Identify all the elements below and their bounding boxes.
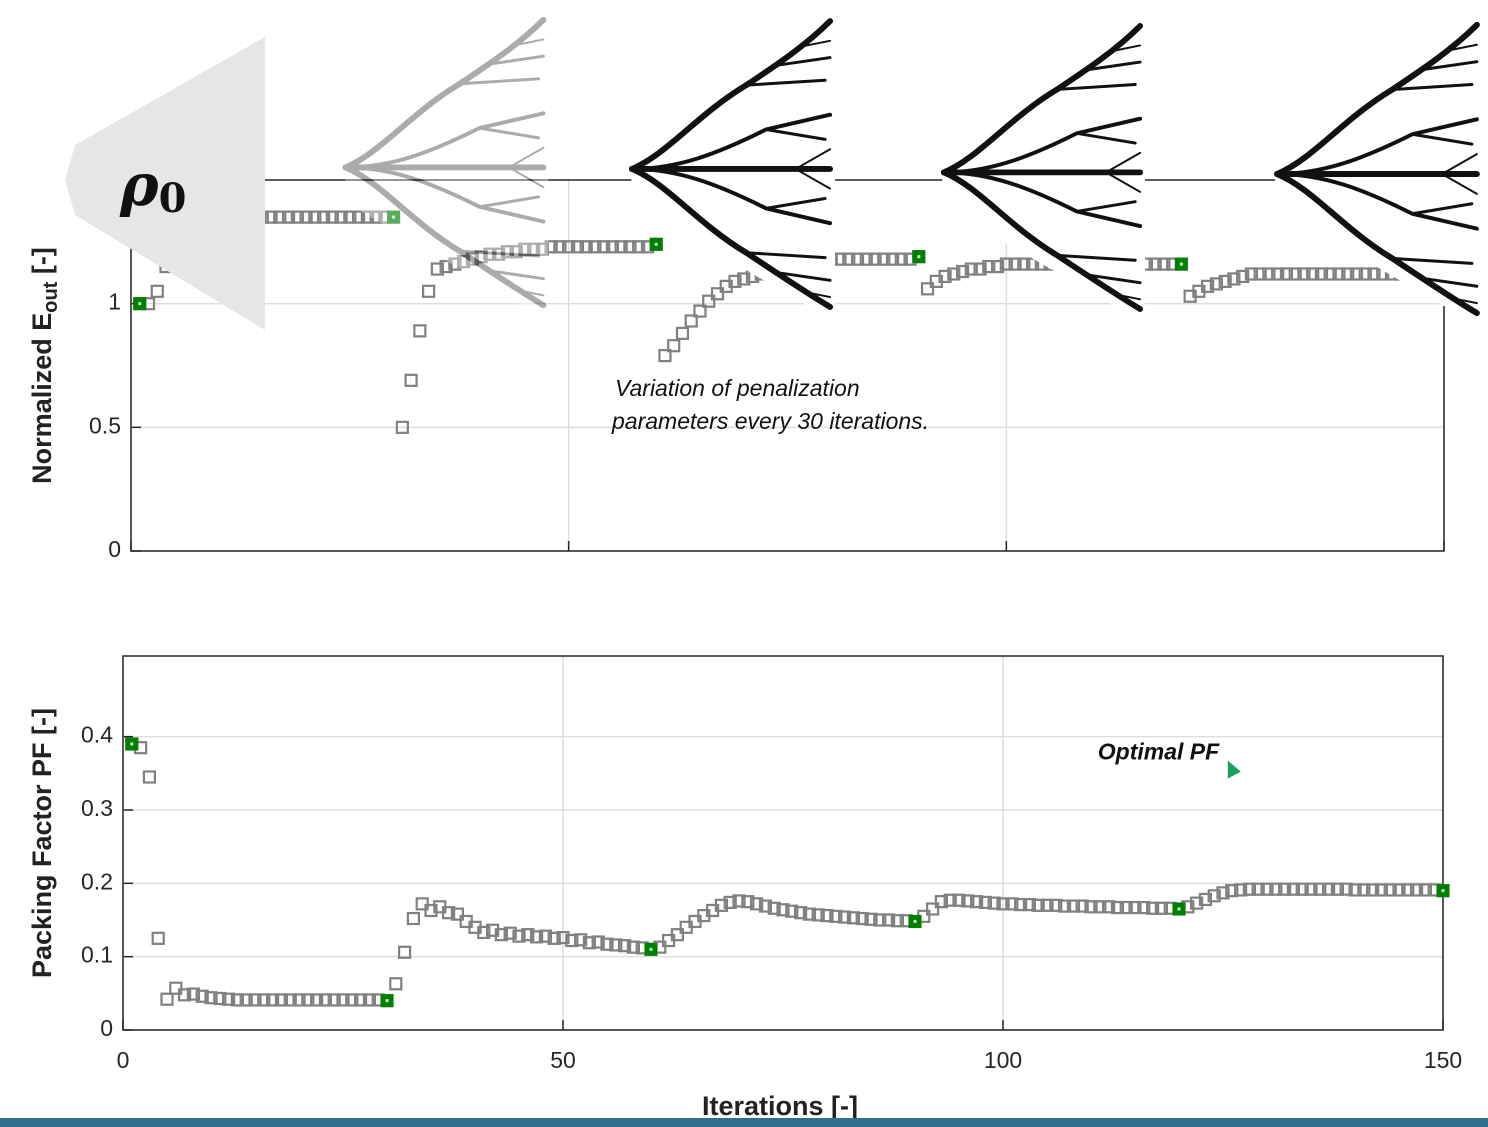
figure: 0 0.5 1 Normalized Eout [-] Variation of pen…	[0, 0, 1488, 1127]
annotation-line: Variation of penalization	[615, 375, 860, 401]
marker-center	[914, 920, 917, 923]
y-tick-label: 0.1	[81, 942, 113, 968]
marker-center	[1178, 908, 1181, 911]
y-tick-label: 0.5	[89, 412, 121, 438]
y-tick-label: 0.3	[81, 795, 113, 821]
y-axis-label-main: Normalized E	[27, 313, 57, 484]
x-tick-label: 100	[984, 1047, 1022, 1073]
x-tick-label: 150	[1424, 1047, 1462, 1073]
rho-subscript: 0	[159, 175, 187, 222]
annotation-line: parameters every 30 iterations.	[611, 408, 929, 434]
rho-symbol: ρ	[119, 151, 159, 219]
y-axis-label-suffix: [-]	[27, 247, 57, 281]
y-axis-label: Packing Factor PF [-]	[27, 708, 57, 978]
y-tick-label: 0.2	[81, 868, 113, 894]
y-axis-label: Normalized Eout [-]	[27, 247, 62, 484]
marker-center	[650, 948, 653, 951]
y-tick-label: 0	[100, 1015, 113, 1041]
marker-center	[130, 743, 133, 746]
annotation: Optimal PF	[1098, 739, 1220, 765]
marker-center	[386, 999, 389, 1002]
footer-band	[0, 1118, 1488, 1127]
y-tick-label: 0.4	[81, 722, 113, 748]
plot-area	[123, 656, 1443, 1030]
y-tick-label: 1	[108, 289, 121, 315]
marker-center	[655, 243, 658, 246]
x-tick-label: 50	[550, 1047, 576, 1073]
y-axis-label-sub: out	[40, 281, 62, 312]
plots: 0 0.5 1 Normalized Eout [-] Variation of pen…	[27, 180, 1462, 1121]
x-axis-label: Iterations [-]	[702, 1091, 858, 1121]
marker-center	[138, 302, 141, 305]
page: 0 0.5 1 Normalized Eout [-] Variation of pen…	[0, 0, 1488, 1127]
y-tick-label: 0	[108, 536, 121, 562]
x-tick-label: 0	[117, 1047, 130, 1073]
marker-center	[1442, 889, 1445, 892]
marker-center	[1180, 263, 1183, 266]
subplot: 0 0.1 0.2 0.3 0.4 0 50 100 150 Packing Factor PF …	[27, 656, 1462, 1121]
marker-center	[917, 255, 920, 258]
